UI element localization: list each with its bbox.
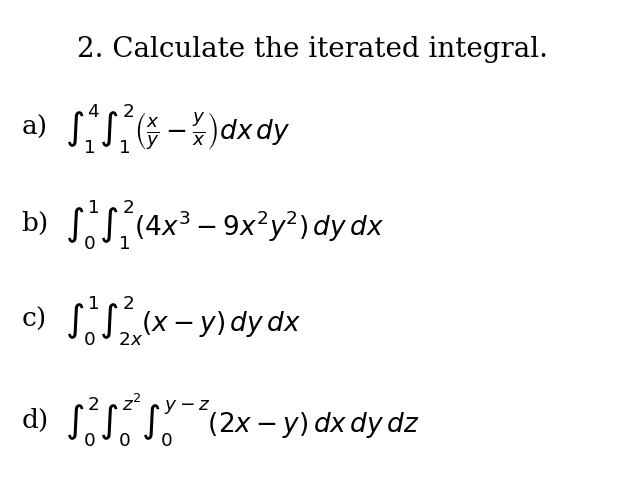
Text: b): b) xyxy=(21,211,49,236)
Text: $\int_1^4 \int_1^2 \left(\frac{x}{y} - \frac{y}{x}\right)dx\, dy$: $\int_1^4 \int_1^2 \left(\frac{x}{y} - \… xyxy=(65,101,290,155)
Text: 2. Calculate the iterated integral.: 2. Calculate the iterated integral. xyxy=(78,36,548,63)
Text: d): d) xyxy=(21,408,49,433)
Text: $\int_0^2 \int_0^{z^2} \int_0^{y-z} (2x - y)\,dx\, dy\, dz$: $\int_0^2 \int_0^{z^2} \int_0^{y-z} (2x … xyxy=(65,392,419,450)
Text: c): c) xyxy=(21,307,47,332)
Text: $\int_0^1 \int_1^2 (4x^3 - 9x^2y^2)\,dy\, dx$: $\int_0^1 \int_1^2 (4x^3 - 9x^2y^2)\,dy\… xyxy=(65,197,384,251)
Text: a): a) xyxy=(21,115,48,140)
Text: $\int_0^1 \int_{2x}^{2} (x - y)\,dy\, dx$: $\int_0^1 \int_{2x}^{2} (x - y)\,dy\, dx… xyxy=(65,293,300,347)
